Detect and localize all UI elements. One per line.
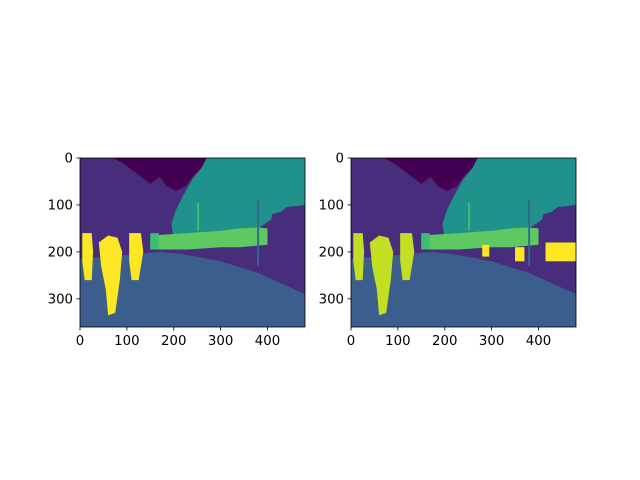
region-building-right	[267, 204, 305, 248]
region-vegetation	[442, 158, 576, 241]
x-tick-label-3: 300	[479, 334, 504, 349]
left-heatmap-panel: 0 100 200 300 400 0 100 200 300	[48, 152, 306, 349]
y-tick-label-1: 100	[48, 198, 73, 213]
y-tick-label-0: 0	[336, 152, 344, 167]
y-tick-label-3: 300	[319, 292, 344, 307]
y-tick-label-1: 100	[319, 198, 344, 213]
y-tick-label-2: 200	[319, 245, 344, 260]
x-tick-label-2: 200	[161, 334, 186, 349]
region-person-pred-c	[482, 244, 490, 257]
y-tick-label-2: 200	[48, 245, 73, 260]
region-person-pred-b	[515, 247, 525, 262]
axes-frame	[79, 157, 306, 328]
region-sky	[383, 158, 478, 191]
region-truck	[421, 233, 430, 250]
segmentation-image	[80, 158, 305, 327]
region-pole-2	[468, 202, 471, 231]
x-tick-label-4: 400	[255, 334, 280, 349]
y-tick-label-0: 0	[65, 152, 73, 167]
region-person-3	[129, 233, 144, 281]
axes-frame	[350, 157, 577, 328]
region-person-2	[369, 235, 394, 316]
region-pole-2	[197, 202, 200, 231]
region-person-3	[400, 233, 415, 281]
right-heatmap-panel: 0 100 200 300 400 0 100 200 300	[319, 152, 577, 349]
region-car	[421, 227, 539, 250]
region-pole	[257, 200, 260, 266]
x-tick-label-0: 0	[76, 334, 84, 349]
x-tick-label-4: 400	[526, 334, 551, 349]
region-person-1	[82, 233, 94, 281]
region-truck	[150, 233, 159, 250]
region-sky	[112, 158, 207, 191]
region-person-pred-a	[545, 242, 576, 262]
region-car	[150, 227, 268, 250]
region-person-2	[98, 235, 123, 316]
x-tick-label-1: 100	[385, 334, 410, 349]
y-tick-label-3: 300	[48, 292, 73, 307]
region-vegetation	[171, 158, 305, 241]
region-pole	[528, 200, 531, 266]
x-tick-label-3: 300	[208, 334, 233, 349]
x-tick-label-1: 100	[114, 334, 139, 349]
x-tick-label-2: 200	[432, 334, 457, 349]
segmentation-image	[351, 158, 576, 327]
x-tick-label-0: 0	[347, 334, 355, 349]
region-building-right	[538, 204, 576, 248]
region-person-1	[353, 233, 365, 281]
